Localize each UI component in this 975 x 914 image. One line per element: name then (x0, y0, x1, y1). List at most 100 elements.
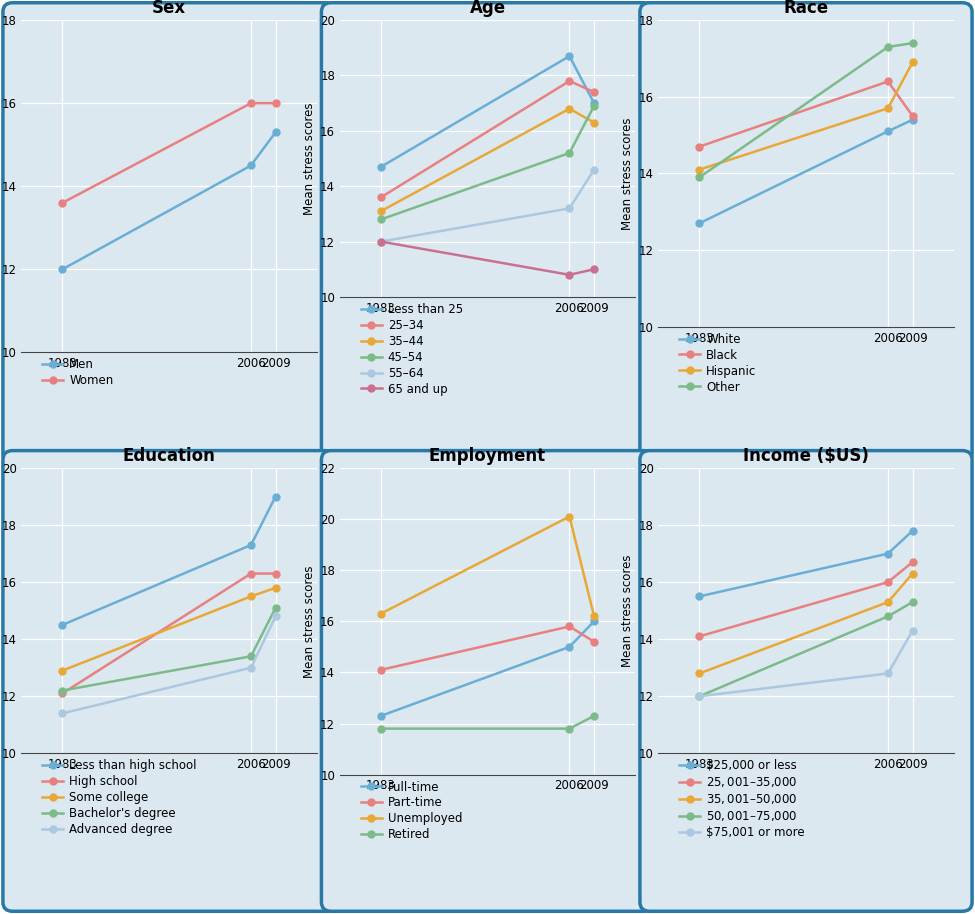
Advanced degree (270, 611, 282, 622)
Other (907, 37, 918, 48)
Line: 65 and up: 65 and up (377, 239, 598, 278)
55–64 (588, 165, 600, 175)
Line: $25,000 or less: $25,000 or less (696, 527, 916, 600)
Full-time (588, 616, 600, 627)
Less than 25 (564, 50, 575, 61)
White (882, 126, 894, 137)
$75,001 or more (907, 625, 918, 636)
Title: Sex: Sex (152, 0, 186, 17)
Line: Less than high school: Less than high school (58, 493, 279, 629)
55–64 (375, 236, 387, 247)
Title: Education: Education (123, 447, 215, 465)
Part-time (375, 664, 387, 675)
Less than high school (270, 491, 282, 502)
White (693, 218, 705, 228)
Full-time (564, 642, 575, 653)
Unemployed (588, 611, 600, 622)
$25,000 or less (693, 590, 705, 601)
Line: Advanced degree: Advanced degree (58, 613, 279, 717)
$50,001–$75,000 (693, 691, 705, 702)
$75,001 or more (693, 691, 705, 702)
45–54 (564, 147, 575, 158)
Legend: Full-time, Part-time, Unemployed, Retired: Full-time, Part-time, Unemployed, Retire… (361, 781, 462, 842)
Line: 25–34: 25–34 (377, 78, 598, 201)
Legend: White, Black, Hispanic, Other: White, Black, Hispanic, Other (680, 333, 757, 394)
65 and up (564, 270, 575, 281)
Line: Hispanic: Hispanic (696, 58, 916, 173)
Line: Other: Other (696, 39, 916, 181)
55–64 (564, 203, 575, 214)
Hispanic (693, 165, 705, 175)
Line: Some college: Some college (58, 584, 279, 674)
Line: 35–44: 35–44 (377, 105, 598, 215)
Y-axis label: Mean stress scores: Mean stress scores (303, 565, 316, 677)
Other (693, 172, 705, 183)
65 and up (588, 264, 600, 275)
High school (57, 688, 68, 699)
35–44 (564, 103, 575, 114)
Y-axis label: Mean stress scores: Mean stress scores (303, 102, 316, 215)
$25,001–$35,000 (882, 577, 894, 588)
Title: Age: Age (469, 0, 506, 17)
$25,000 or less (907, 526, 918, 537)
Y-axis label: Mean stress scores: Mean stress scores (621, 555, 635, 667)
Less than high school (57, 620, 68, 631)
Legend: Less than high school, High school, Some college, Bachelor's degree, Advanced de: Less than high school, High school, Some… (42, 760, 197, 836)
Women (245, 98, 256, 109)
Line: Less than 25: Less than 25 (377, 53, 598, 170)
Legend: $25,000 or less, $25,001–$35,000, $35,001–$50,000, $50,001–$75,000, $75,001 or m: $25,000 or less, $25,001–$35,000, $35,00… (680, 760, 805, 839)
Line: Part-time: Part-time (377, 623, 598, 674)
45–54 (375, 214, 387, 225)
Line: Bachelor's degree: Bachelor's degree (58, 604, 279, 694)
Some college (245, 590, 256, 601)
Less than 25 (375, 162, 387, 173)
Less than 25 (588, 98, 600, 109)
Some college (270, 582, 282, 593)
Men (245, 160, 256, 171)
Line: Unemployed: Unemployed (377, 513, 598, 620)
High school (270, 569, 282, 579)
Line: High school: High school (58, 570, 279, 696)
$35,001–$50,000 (693, 668, 705, 679)
Unemployed (375, 608, 387, 619)
45–54 (588, 101, 600, 112)
25–34 (564, 76, 575, 87)
Part-time (564, 621, 575, 632)
65 and up (375, 236, 387, 247)
Bachelor's degree (245, 651, 256, 662)
35–44 (375, 206, 387, 217)
Title: Employment: Employment (429, 447, 546, 465)
Line: Women: Women (58, 100, 279, 207)
Legend: Less than 25, 25–34, 35–44, 45–54, 55–64, 65 and up: Less than 25, 25–34, 35–44, 45–54, 55–64… (361, 303, 463, 396)
Title: Income ($US): Income ($US) (743, 447, 869, 465)
Black (907, 111, 918, 122)
Advanced degree (57, 708, 68, 719)
Line: Full-time: Full-time (377, 618, 598, 719)
$25,000 or less (882, 548, 894, 559)
$35,001–$50,000 (907, 569, 918, 579)
Line: White: White (696, 116, 916, 227)
Line: 55–64: 55–64 (377, 166, 598, 245)
Women (57, 197, 68, 208)
Legend: Men, Women: Men, Women (42, 358, 113, 388)
$50,001–$75,000 (907, 597, 918, 608)
Full-time (375, 710, 387, 721)
Men (57, 264, 68, 275)
White (907, 114, 918, 125)
Line: $50,001–$75,000: $50,001–$75,000 (696, 599, 916, 700)
$50,001–$75,000 (882, 611, 894, 622)
$25,001–$35,000 (693, 631, 705, 642)
$75,001 or more (882, 668, 894, 679)
Retired (588, 710, 600, 721)
25–34 (588, 87, 600, 98)
Line: Men: Men (58, 129, 279, 272)
25–34 (375, 192, 387, 203)
Retired (375, 723, 387, 734)
Less than high school (245, 539, 256, 550)
$25,001–$35,000 (907, 557, 918, 568)
Black (882, 76, 894, 87)
Line: Black: Black (696, 78, 916, 150)
Line: 45–54: 45–54 (377, 102, 598, 223)
$35,001–$50,000 (882, 597, 894, 608)
Bachelor's degree (57, 686, 68, 696)
